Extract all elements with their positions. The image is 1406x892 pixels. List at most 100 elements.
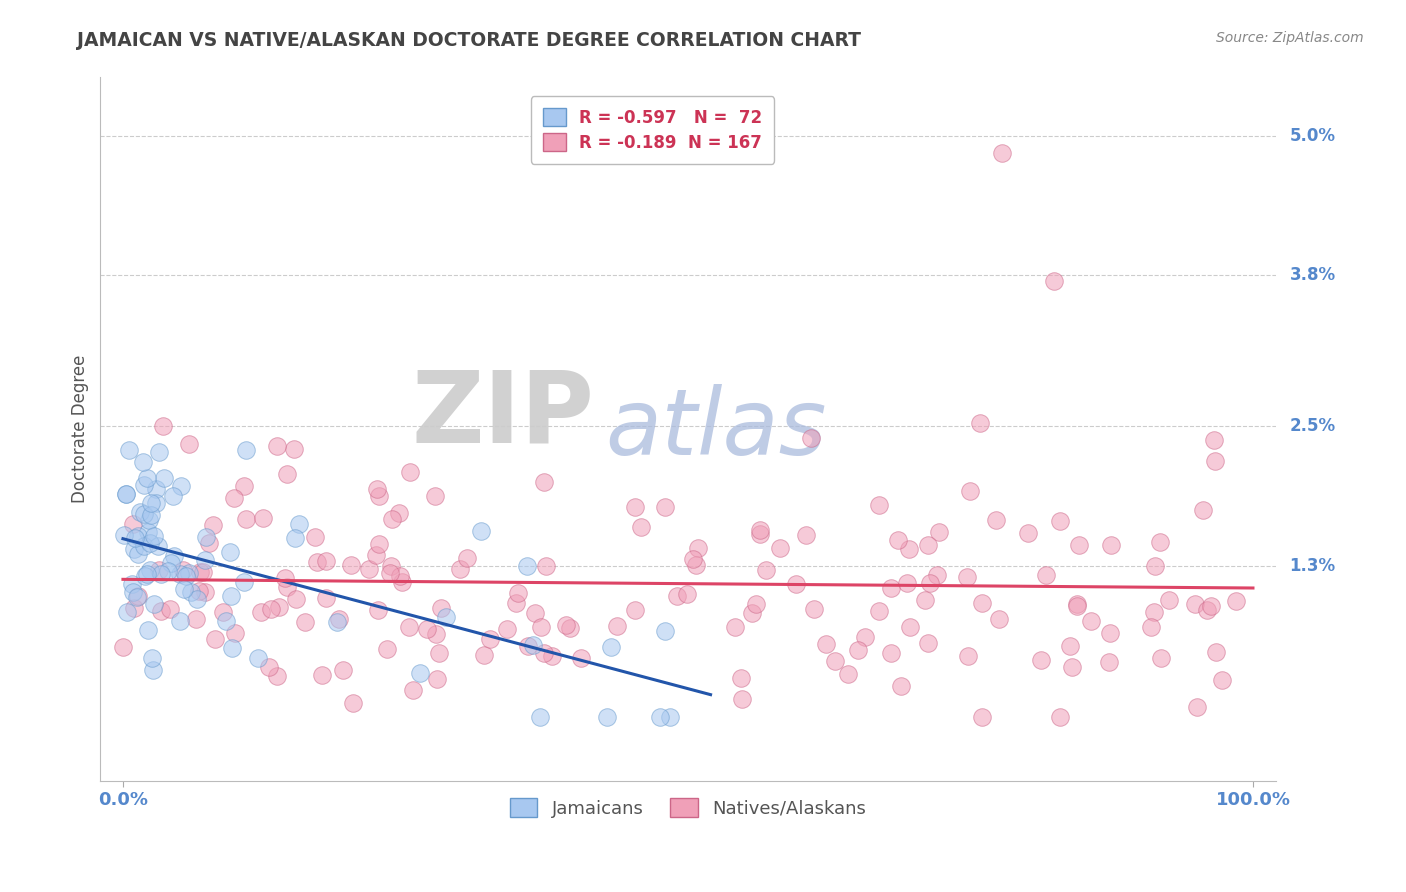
Point <box>516 639 538 653</box>
Point <box>136 524 159 539</box>
Point <box>666 589 689 603</box>
Point <box>141 651 163 665</box>
Point <box>211 605 233 619</box>
Point <box>988 612 1011 626</box>
Point <box>449 562 471 576</box>
Point <box>426 673 449 687</box>
Point <box>169 614 191 628</box>
Point <box>654 500 676 515</box>
Point <box>143 597 166 611</box>
Point <box>1043 274 1066 288</box>
Point <box>1195 602 1218 616</box>
Point <box>470 524 492 539</box>
Point <box>955 570 977 584</box>
Point <box>814 637 837 651</box>
Point <box>235 512 257 526</box>
Point <box>1017 525 1039 540</box>
Point <box>162 489 184 503</box>
Point <box>430 600 453 615</box>
Point <box>917 538 939 552</box>
Point <box>115 487 138 501</box>
Point <box>624 603 647 617</box>
Point <box>367 537 389 551</box>
Point <box>112 528 135 542</box>
Point <box>132 539 155 553</box>
Point <box>138 513 160 527</box>
Point <box>676 587 699 601</box>
Point <box>221 640 243 655</box>
Point <box>1187 700 1209 714</box>
Point <box>276 467 298 481</box>
Point <box>259 602 281 616</box>
Point <box>285 592 308 607</box>
Point <box>127 548 149 562</box>
Point <box>111 640 134 654</box>
Point <box>800 431 823 445</box>
Point <box>1140 619 1163 633</box>
Point <box>1060 659 1083 673</box>
Point <box>425 627 447 641</box>
Point <box>599 640 621 655</box>
Point <box>143 529 166 543</box>
Point <box>749 523 772 537</box>
Point <box>1080 614 1102 628</box>
Point <box>391 575 413 590</box>
Point <box>1225 594 1247 608</box>
Point <box>730 671 752 685</box>
Point <box>749 527 772 541</box>
Point <box>197 535 219 549</box>
Point <box>990 146 1012 161</box>
Point <box>1204 454 1226 468</box>
Point <box>1101 538 1123 552</box>
Point <box>630 520 652 534</box>
Point <box>659 710 682 724</box>
Point <box>682 552 704 566</box>
Point <box>1159 593 1181 607</box>
Point <box>169 566 191 581</box>
Point <box>136 623 159 637</box>
Point <box>221 589 243 603</box>
Point <box>648 710 671 724</box>
Point <box>785 577 807 591</box>
Point <box>150 604 173 618</box>
Point <box>853 630 876 644</box>
Point <box>897 541 920 556</box>
Point <box>456 551 478 566</box>
Point <box>174 569 197 583</box>
Point <box>121 577 143 591</box>
Point <box>398 620 420 634</box>
Point <box>755 563 778 577</box>
Point <box>257 660 280 674</box>
Point <box>152 419 174 434</box>
Point <box>315 591 337 605</box>
Point <box>195 530 218 544</box>
Point <box>478 632 501 647</box>
Point <box>325 615 347 629</box>
Point <box>522 638 544 652</box>
Point <box>427 646 450 660</box>
Point <box>194 553 217 567</box>
Point <box>173 582 195 596</box>
Point <box>1049 514 1071 528</box>
Point <box>1191 503 1213 517</box>
Point <box>368 489 391 503</box>
Point <box>148 445 170 459</box>
Point <box>132 478 155 492</box>
Point <box>150 566 173 581</box>
Point <box>179 566 201 580</box>
Point <box>1143 559 1166 574</box>
Point <box>1149 535 1171 549</box>
Point <box>918 576 941 591</box>
Point <box>972 596 994 610</box>
Point <box>273 572 295 586</box>
Point <box>423 489 446 503</box>
Point <box>186 612 208 626</box>
Point <box>366 482 388 496</box>
Point <box>745 597 768 611</box>
Point <box>1066 599 1088 613</box>
Point <box>215 614 238 628</box>
Point <box>959 484 981 499</box>
Point <box>194 585 217 599</box>
Point <box>1143 605 1166 619</box>
Point <box>868 604 890 618</box>
